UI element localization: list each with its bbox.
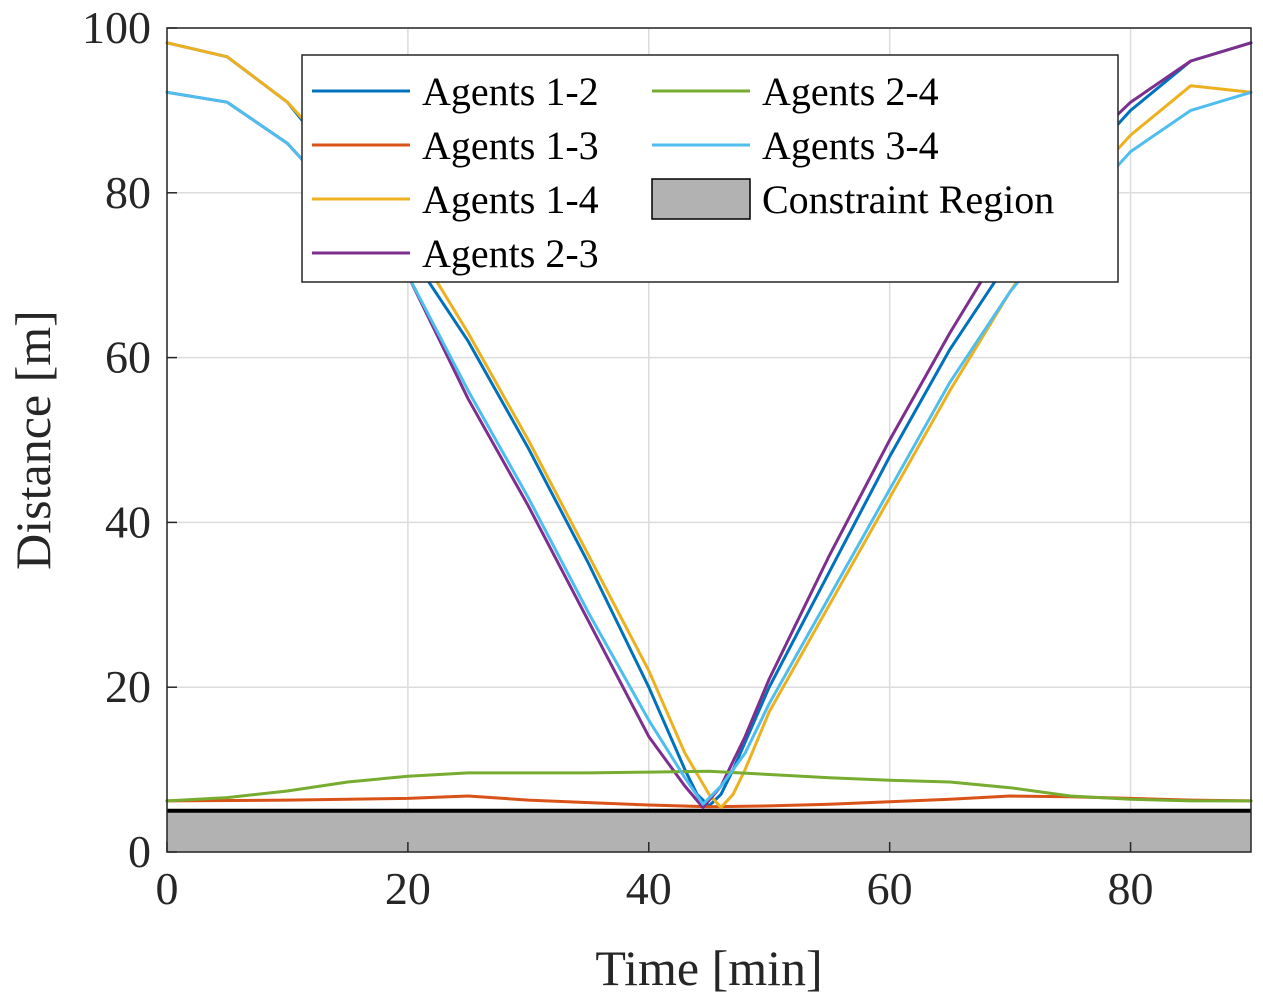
series-line-agents-2-4 <box>165 769 1253 803</box>
x-axis-ticks: 0 20 40 60 80 <box>156 842 1154 914</box>
y-tick-label: 0 <box>128 826 151 877</box>
y-tick-label: 20 <box>105 661 151 712</box>
x-tick-label: 60 <box>867 863 913 914</box>
legend-item: Agents 3-4 <box>652 123 939 168</box>
x-tick-label: 80 <box>1108 863 1154 914</box>
x-tick-label: 0 <box>156 863 179 914</box>
y-tick-label: 60 <box>105 332 151 383</box>
y-tick-label: 100 <box>82 2 151 53</box>
y-axis-ticks: 0 20 40 60 80 100 <box>82 2 177 877</box>
x-tick-label: 20 <box>385 863 431 914</box>
x-tick-label: 40 <box>626 863 672 914</box>
y-tick-label: 80 <box>105 167 151 218</box>
legend-item: Agents 1-4 <box>312 177 599 222</box>
legend-label: Agents 1-2 <box>422 69 599 114</box>
legend-label: Agents 2-3 <box>422 231 599 276</box>
legend-label: Constraint Region <box>762 177 1054 222</box>
x-axis-label: Time [min] <box>595 940 822 996</box>
y-tick-label: 40 <box>105 496 151 547</box>
constraint-region <box>167 810 1251 852</box>
legend-label: Agents 1-3 <box>422 123 599 168</box>
legend-label: Agents 2-4 <box>762 69 939 114</box>
legend-item: Constraint Region <box>651 177 1054 222</box>
y-axis-label: Distance [m] <box>5 310 61 570</box>
plot-frame <box>166 27 1252 853</box>
legend-item: Agents 2-3 <box>312 231 599 276</box>
legend-swatch-patch <box>651 178 751 220</box>
legend: Agents 1-2 Agents 1-3 Agents 1-4 Agents 2-3… <box>301 54 1119 283</box>
legend-box <box>301 54 1119 283</box>
legend-item: Agents 2-4 <box>652 69 939 114</box>
legend-label: Agents 1-4 <box>422 177 599 222</box>
legend-item: Agents 1-2 <box>312 69 599 114</box>
legend-label: Agents 3-4 <box>762 123 939 168</box>
legend-item: Agents 1-3 <box>312 123 599 168</box>
